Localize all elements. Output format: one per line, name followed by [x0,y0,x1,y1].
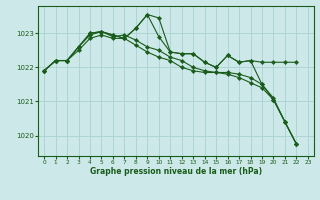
X-axis label: Graphe pression niveau de la mer (hPa): Graphe pression niveau de la mer (hPa) [90,167,262,176]
